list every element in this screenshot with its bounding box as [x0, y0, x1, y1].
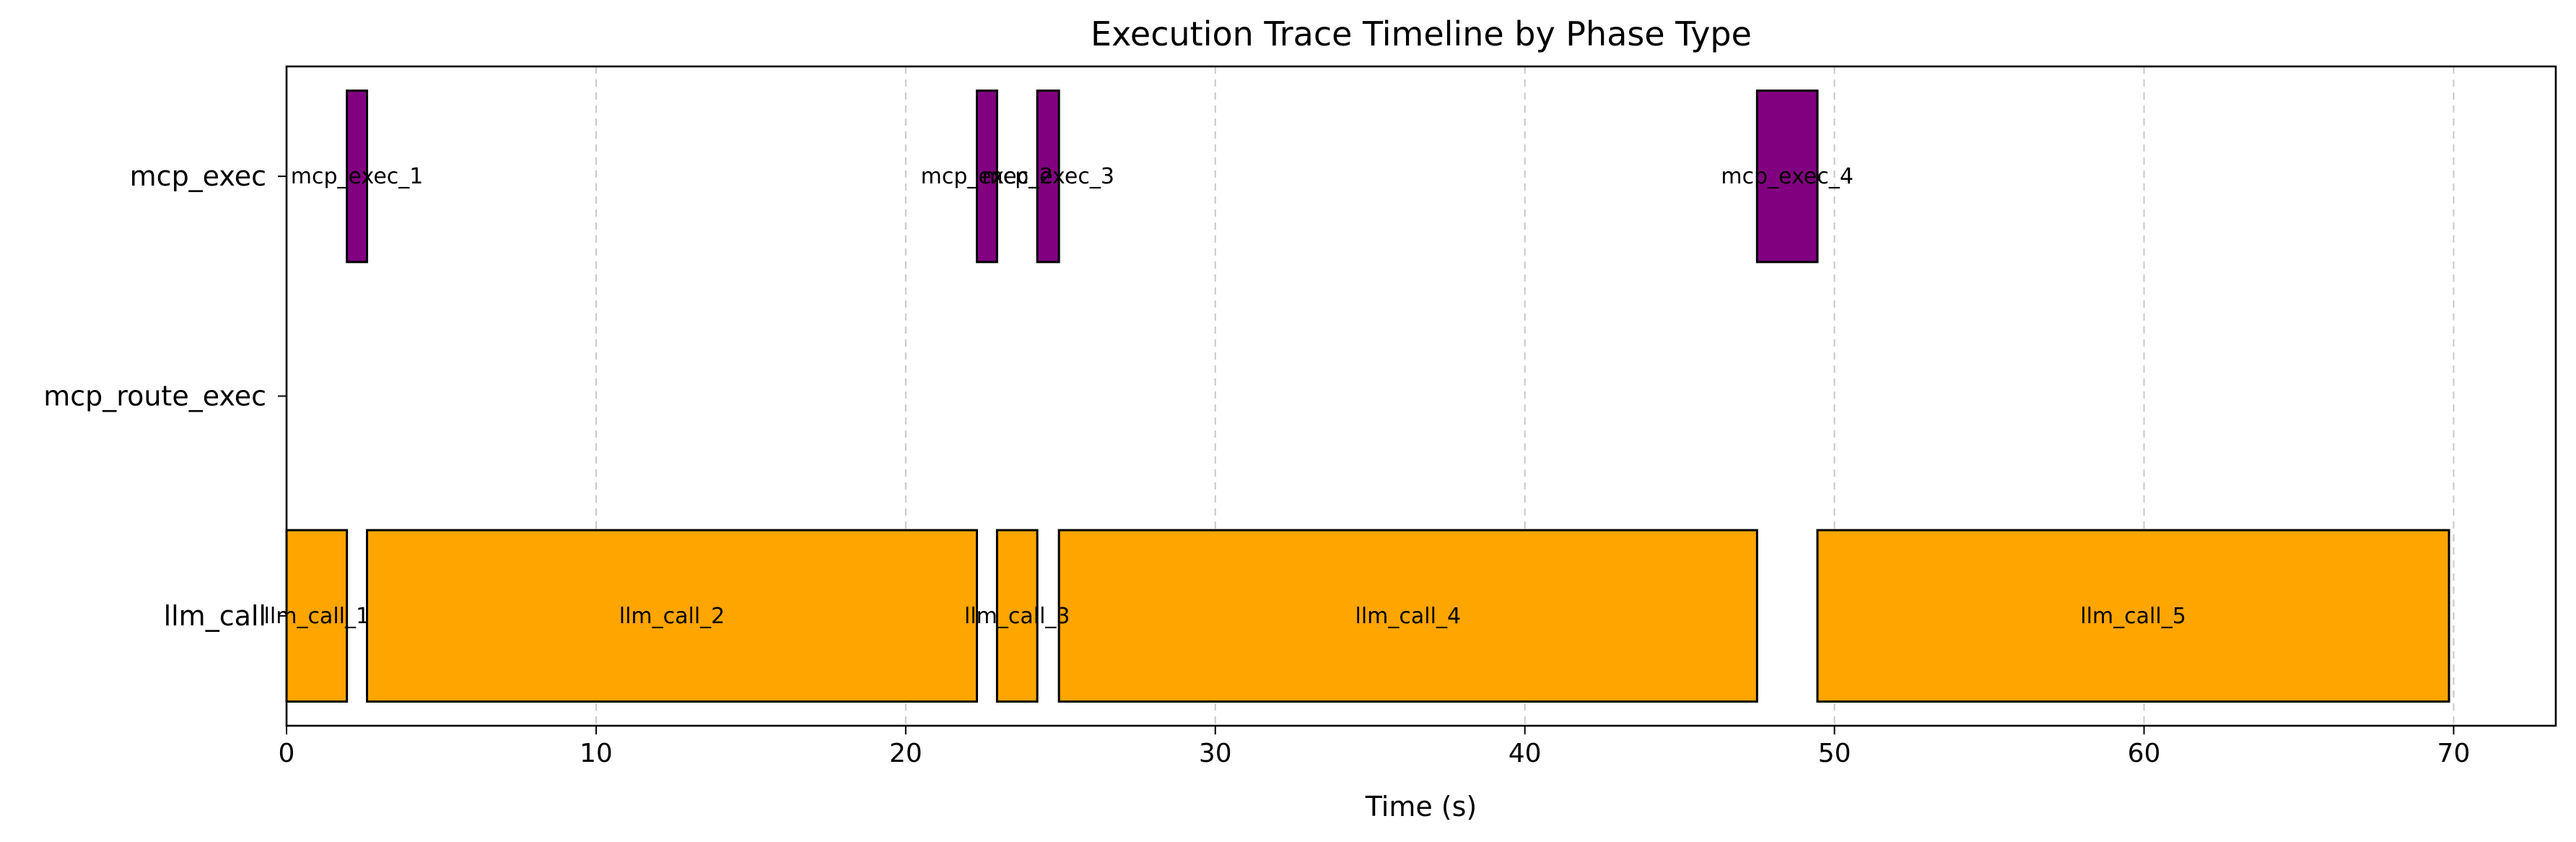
bar-label-mcp_exec_3: mcp_exec_3 — [982, 164, 1114, 189]
bar-llm_call_3 — [995, 529, 1039, 703]
bar-label-llm_call_3: llm_call_3 — [964, 604, 1070, 629]
bars — [285, 89, 2450, 703]
x-tick-label: 50 — [1818, 739, 1851, 768]
y-axis-ticks: mcp_exec mcp_route_exec llm_call — [43, 160, 287, 632]
bar-label-mcp_exec_2: mcp_exec_2 — [921, 164, 1054, 189]
x-tick-label: 10 — [580, 739, 613, 768]
x-tick-label: 60 — [2128, 739, 2161, 768]
x-tick-label: 20 — [889, 739, 922, 768]
y-tick-label: llm_call — [164, 600, 266, 632]
x-tick-label: 70 — [2437, 739, 2471, 768]
x-axis-ticks: 0 10 20 30 40 50 60 70 — [279, 726, 2471, 768]
bar-mcp_exec_3 — [1036, 89, 1060, 264]
x-tick-label: 30 — [1199, 739, 1232, 768]
bar-label-mcp_exec_4: mcp_exec_4 — [1721, 164, 1854, 189]
y-tick-label: mcp_exec — [130, 160, 266, 192]
x-axis-label: Time (s) — [1365, 791, 1477, 823]
bar-mcp_exec_2 — [975, 89, 998, 264]
bar-labels: llm_call_1mcp_exec_1llm_call_2mcp_exec_2… — [264, 164, 2186, 629]
bar-llm_call_4 — [1057, 529, 1758, 703]
bar-mcp_exec_4 — [1755, 89, 1819, 264]
chart-title: Execution Trace Timeline by Phase Type — [1091, 14, 1752, 53]
bar-label-mcp_exec_1: mcp_exec_1 — [291, 164, 424, 189]
grid-lines — [286, 66, 2455, 726]
bar-label-llm_call_2: llm_call_2 — [619, 604, 725, 629]
y-tick-label: mcp_route_exec — [43, 381, 266, 412]
bar-mcp_exec_1 — [346, 89, 369, 264]
bar-label-llm_call_4: llm_call_4 — [1355, 604, 1462, 629]
bar-llm_call_2 — [366, 529, 978, 703]
bar-llm_call_5 — [1816, 529, 2450, 703]
bar-label-llm_call_5: llm_call_5 — [2080, 604, 2186, 629]
x-tick-label: 0 — [279, 739, 295, 768]
x-tick-label: 40 — [1509, 739, 1542, 768]
